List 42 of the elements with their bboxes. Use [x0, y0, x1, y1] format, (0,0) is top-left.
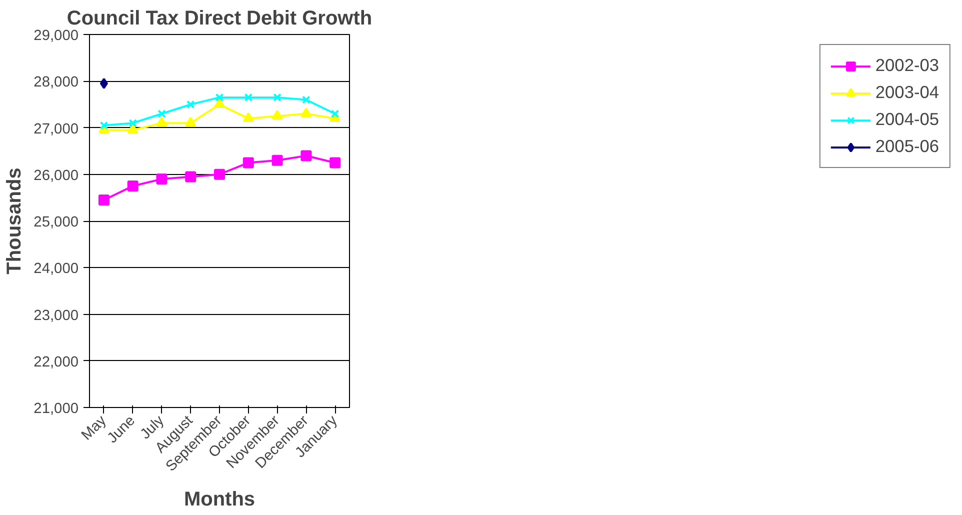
x-axis-title: Months — [184, 488, 256, 511]
y-tick-label: 25,000 — [34, 214, 78, 230]
chart-title: Council Tax Direct Debit Growth — [66, 8, 372, 30]
point — [100, 121, 108, 130]
point — [330, 110, 340, 118]
point — [272, 110, 283, 120]
legend-label: 2005-06 — [875, 136, 939, 157]
y-tick-label: 22,000 — [34, 354, 78, 370]
point — [156, 116, 168, 127]
point — [98, 194, 110, 206]
y-tick-label: 27,000 — [34, 121, 78, 138]
point — [100, 78, 108, 89]
point — [128, 118, 138, 128]
point — [214, 98, 225, 108]
point — [215, 93, 224, 102]
y-tick-label: 28,000 — [34, 74, 78, 91]
point — [242, 157, 254, 168]
point — [300, 150, 312, 162]
y-tick-label: 21,000 — [34, 401, 78, 417]
legend-label: 2004-05 — [875, 109, 939, 130]
point — [272, 154, 283, 166]
point — [330, 157, 341, 168]
point — [242, 112, 254, 122]
legend-label: 2002-03 — [875, 55, 939, 76]
y-tick-label: 26,000 — [34, 168, 78, 184]
point — [244, 93, 253, 102]
y-tick-label: 29,000 — [34, 28, 78, 44]
point — [127, 124, 138, 134]
point — [185, 171, 196, 182]
legend-label: 2003-04 — [875, 82, 939, 103]
point — [185, 116, 196, 127]
point — [302, 96, 310, 104]
point — [186, 100, 195, 109]
point — [156, 174, 168, 185]
y-axis-title: Thousands — [4, 168, 26, 274]
y-tick-label: 23,000 — [34, 308, 78, 324]
point — [158, 110, 166, 118]
point — [273, 93, 282, 102]
point — [127, 180, 138, 192]
point — [300, 108, 312, 118]
point — [214, 168, 225, 180]
y-tick-label: 24,000 — [34, 261, 78, 278]
